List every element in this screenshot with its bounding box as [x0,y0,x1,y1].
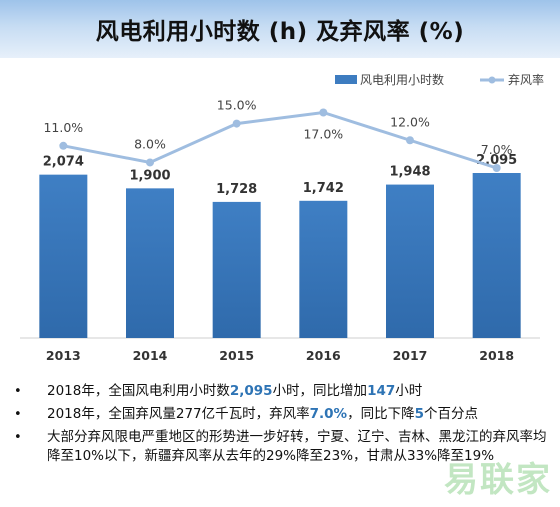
legend-bar-swatch [335,75,357,84]
bullet-text: 个百分点 [423,406,478,422]
line-point-2015 [232,119,241,128]
line-point-2014 [146,158,154,167]
bullet-list: • 2018年，全国风电利用小时数2,095小时，同比增加147小时 • 2018年，… [0,382,560,470]
line-value-label: 8.0% [134,136,166,151]
watermark-logo: 易联家 [444,460,552,500]
curtailment-rate-line [63,110,498,170]
bar-2015 [212,201,261,338]
bar-value-label: 1,728 [216,182,257,197]
bullet-text: ，同比下降 [347,406,415,422]
bar-value-label: 1,742 [303,181,344,196]
combo-chart: 风电利用小时数 弃风率 2,074 2013 1,900 2014 1,728 2015 1,7… [20,72,544,363]
line-value-label: 17.0% [303,127,343,142]
bullet-text: 小时，同比增加 [272,383,368,399]
bullet-item: • 2018年，全国风电利用小时数2,095小时，同比增加147小时 [0,382,560,401]
bullet-highlight: 147 [367,383,396,399]
x-tick-label: 2014 [133,348,168,363]
line-point-2016 [319,108,328,117]
line-value-label: 12.0% [390,114,430,129]
bar-value-label: 2,074 [43,155,84,170]
line-point-2017 [406,136,414,145]
legend-bar-label: 风电利用小时数 [360,72,444,87]
bar-2018 [472,173,521,338]
bar-2014 [126,188,174,338]
bullet-text: 大部分弃风限电严重地区的形势进一步好转，宁夏、辽宁、吉林、黑龙江的弃风率均降至1… [47,429,547,464]
bullet-item: • 大部分弃风限电严重地区的形势进一步好转，宁夏、辽宁、吉林、黑龙江的弃风率均降至… [0,428,560,466]
bar-value-label: 1,948 [389,165,430,180]
bullet-highlight: 2,095 [229,383,273,399]
legend: 风电利用小时数 弃风率 [335,72,544,87]
bullet-text: 2018年，全国风电利用小时数 [47,383,230,399]
line-value-label: 11.0% [43,120,83,135]
bullet-highlight: 5 [414,406,424,422]
bar-2017 [386,184,434,338]
bar-value-label: 1,900 [129,168,170,183]
legend-line-marker [488,76,496,84]
legend-line-label: 弃风率 [508,72,544,87]
x-tick-label: 2013 [46,348,81,363]
line-point-2013 [59,141,68,150]
bullet-dot: • [14,407,22,422]
bullet-dot: • [14,430,22,445]
bullet-highlight: 7.0% [309,406,348,422]
bar-2016 [299,200,348,338]
bullet-text: 小时 [395,383,423,399]
title-bar: 风电利用小时数 (h) 及弃风率 (%) [0,0,560,58]
bullet-text: 2018年，全国弃风量277亿千瓦时，弃风率 [47,406,310,422]
line-point-2018 [492,164,501,172]
bullet-dot: • [14,384,22,399]
x-tick-label: 2015 [219,348,254,363]
bullet-item: • 2018年，全国弃风量277亿千瓦时，弃风率7.0%，同比下降5个百分点 [0,405,560,424]
x-tick-label: 2018 [479,348,514,363]
chart-title: 风电利用小时数 (h) 及弃风率 (%) [95,19,465,45]
line-value-label: 15.0% [217,98,257,113]
x-tick-label: 2016 [306,348,341,363]
bar-2013 [39,174,88,338]
x-tick-label: 2017 [393,348,428,363]
line-value-label: 7.0% [481,142,513,157]
